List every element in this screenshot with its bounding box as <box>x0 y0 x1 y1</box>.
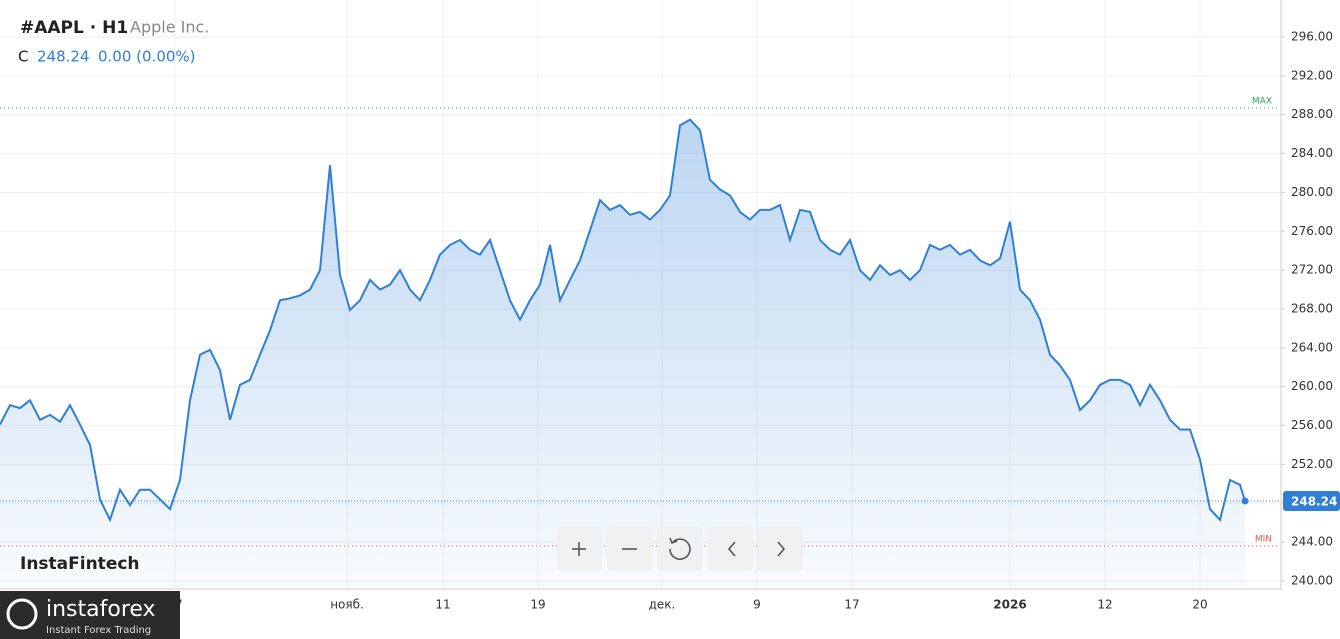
x-tick-label: 20 <box>1192 598 1207 612</box>
last-price-label: 248.24 <box>1291 494 1337 508</box>
logo-name: instaforex <box>46 597 156 622</box>
level-label: MAX <box>1252 96 1272 106</box>
y-tick-label: 268.00 <box>1291 302 1333 316</box>
y-tick-label: 256.00 <box>1291 418 1333 432</box>
logo-icon <box>6 598 38 630</box>
y-tick-label: 264.00 <box>1291 340 1333 354</box>
level-label: MIN <box>1255 535 1272 545</box>
y-tick-label: 276.00 <box>1291 224 1333 238</box>
scroll-right-button[interactable] <box>758 527 803 571</box>
x-tick-label: 9 <box>753 598 761 612</box>
reset-button[interactable] <box>657 527 702 571</box>
instrument-name: Apple Inc. <box>130 18 209 37</box>
zoom-in-button[interactable] <box>557 527 602 571</box>
x-tick-label: 19 <box>530 598 545 612</box>
y-tick-label: 260.00 <box>1291 379 1333 393</box>
y-tick-label: 272.00 <box>1291 263 1333 277</box>
y-tick-label: 296.00 <box>1291 30 1333 44</box>
change: 0.00 (0.00%) <box>98 48 196 66</box>
x-tick-label: дек. <box>649 598 676 612</box>
x-tick-label: 11 <box>435 598 450 612</box>
y-tick-label: 244.00 <box>1291 535 1333 549</box>
zoom-out-button[interactable] <box>607 527 652 571</box>
logo-tagline: Instant Forex Trading <box>46 625 151 636</box>
y-tick-label: 280.00 <box>1291 185 1333 199</box>
last-price-tag <box>1283 490 1340 511</box>
x-tick-label: 2026 <box>993 598 1026 612</box>
y-tick-label: 284.00 <box>1291 146 1333 160</box>
x-tick-label: 12 <box>1097 598 1112 612</box>
close-price: 248.24 <box>37 48 90 66</box>
y-tick-label: 252.00 <box>1291 457 1333 471</box>
y-tick-label: 292.00 <box>1291 68 1333 82</box>
toolbar <box>557 527 803 571</box>
y-tick-label: 240.00 <box>1291 574 1333 588</box>
area-fill <box>0 119 1245 588</box>
symbol: #AAPL · H1 <box>20 18 128 38</box>
x-tick-label: 17 <box>844 598 859 612</box>
price-line <box>0 118 1246 523</box>
y-tick-label: 288.00 <box>1291 107 1333 121</box>
scroll-left-button[interactable] <box>708 527 753 571</box>
ohlc-key: C <box>18 48 28 66</box>
watermark: InstaFintech <box>20 554 140 574</box>
logo: instaforex Instant Forex Trading <box>0 591 180 639</box>
last-point <box>1241 497 1249 505</box>
x-tick-label: нояб. <box>330 598 364 612</box>
